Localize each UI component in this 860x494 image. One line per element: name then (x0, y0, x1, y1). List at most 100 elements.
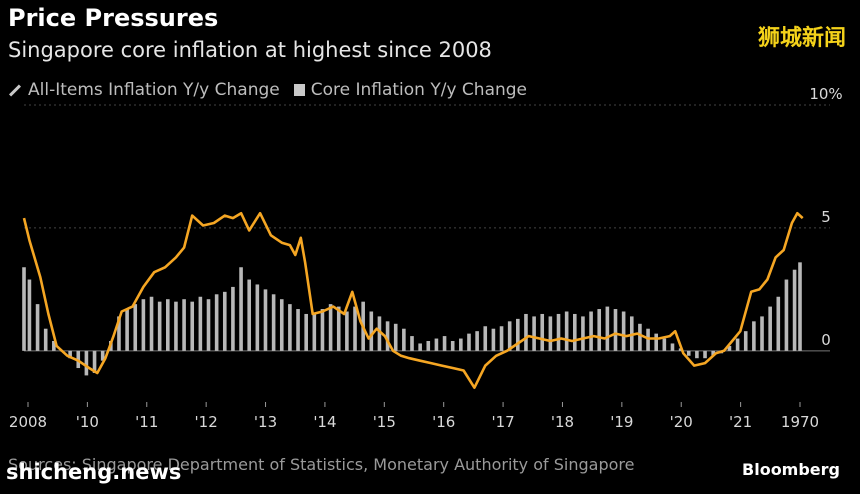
x-tick-label: '20 (670, 413, 693, 431)
chart-title: Price Pressures (8, 4, 219, 32)
core-bar (271, 294, 276, 351)
core-bar (776, 296, 781, 351)
y-tick-label: 0 (821, 331, 831, 349)
core-bar (467, 333, 471, 351)
core-bar (52, 341, 56, 351)
core-bar (768, 306, 772, 351)
x-tick-label: '17 (491, 413, 514, 431)
core-bar (516, 318, 520, 351)
core-bar (312, 313, 317, 351)
core-bar (328, 304, 333, 351)
x-tick-label: '10 (76, 413, 99, 431)
core-bar (149, 296, 154, 351)
core-bar (752, 321, 756, 351)
x-tick-label: '11 (135, 413, 158, 431)
core-bar (393, 323, 398, 351)
x-tick-label: '12 (195, 413, 218, 431)
x-tick-label: '16 (432, 413, 455, 431)
core-bar (499, 326, 504, 351)
x-tick-label: '13 (254, 413, 277, 431)
core-bar (426, 341, 431, 351)
core-bar (27, 279, 32, 351)
core-bar (279, 299, 284, 351)
core-bar (564, 311, 569, 351)
core-bar (263, 289, 268, 351)
core-bar (84, 350, 89, 376)
core-bar (475, 331, 479, 351)
x-tick-label: '18 (551, 413, 574, 431)
core-bar (133, 304, 138, 351)
core-bar (410, 336, 414, 351)
legend-item-all-items: All-Items Inflation Y/y Change (8, 80, 280, 100)
core-bar (735, 338, 740, 351)
core-bar (288, 304, 292, 351)
core-bar (92, 350, 97, 373)
core-bar (450, 341, 455, 351)
core-bar (597, 309, 602, 351)
y-tick-label: 5 (821, 208, 831, 226)
x-tick-label: '14 (313, 413, 336, 431)
core-bar (68, 350, 72, 359)
core-bar (621, 311, 626, 351)
core-bar (695, 350, 699, 359)
core-bar (369, 311, 374, 351)
core-bar (100, 350, 105, 361)
core-bar (548, 316, 553, 351)
watermark-chinese: 狮城新闻 (757, 26, 846, 51)
chart-subtitle: Singapore core inflation at highest sinc… (8, 38, 492, 62)
core-bar (157, 301, 162, 351)
core-bar (686, 350, 691, 356)
core-bar (214, 294, 219, 351)
bloomberg-logo: Bloomberg (742, 460, 840, 479)
legend-label-all-items: All-Items Inflation Y/y Change (28, 80, 280, 100)
core-bar (22, 267, 26, 351)
core-bar (35, 304, 40, 351)
core-bar (524, 313, 528, 351)
core-bar (442, 336, 447, 351)
core-bar (703, 350, 707, 359)
core-bar (141, 299, 146, 351)
core-bar (296, 309, 300, 351)
legend-item-core: Core Inflation Y/y Change (293, 80, 527, 100)
core-bar (222, 291, 227, 351)
legend: All-Items Inflation Y/y Change Core Infl… (8, 80, 527, 100)
core-bar (418, 343, 422, 351)
core-bar (345, 311, 349, 351)
core-bar (247, 279, 252, 351)
core-bar (556, 313, 561, 351)
watermark-site: shicheng.news (6, 460, 182, 484)
core-bar (572, 313, 577, 351)
y-tick-label: 10% (809, 85, 842, 103)
core-bar (459, 338, 463, 351)
bar-swatch-icon (293, 84, 305, 96)
core-bar (483, 326, 488, 351)
core-bar (743, 331, 748, 351)
core-bar (605, 306, 610, 351)
core-bar (353, 306, 357, 351)
core-bar (589, 311, 593, 351)
core-bar (540, 313, 545, 351)
core-bar (125, 309, 129, 351)
core-bar (434, 338, 439, 351)
x-tick-label: '19 (610, 413, 633, 431)
core-bar (613, 309, 618, 351)
x-tick-label: '21 (729, 413, 752, 431)
core-bar (377, 316, 382, 351)
core-bar (239, 267, 243, 351)
core-bar (670, 343, 675, 351)
core-bar (792, 269, 797, 351)
core-bar (491, 328, 496, 351)
core-bar (798, 262, 802, 351)
core-bar (662, 338, 667, 351)
core-bar (654, 333, 658, 351)
core-bar (784, 279, 789, 351)
core-bar (255, 284, 260, 351)
all-items-line (22, 211, 804, 389)
core-bar (231, 286, 235, 351)
core-bar (117, 316, 121, 351)
core-bar (638, 323, 642, 351)
source-note: Sources: Singapore Department of Statist… (8, 455, 635, 474)
core-bar (174, 301, 178, 351)
core-bar (760, 316, 764, 351)
